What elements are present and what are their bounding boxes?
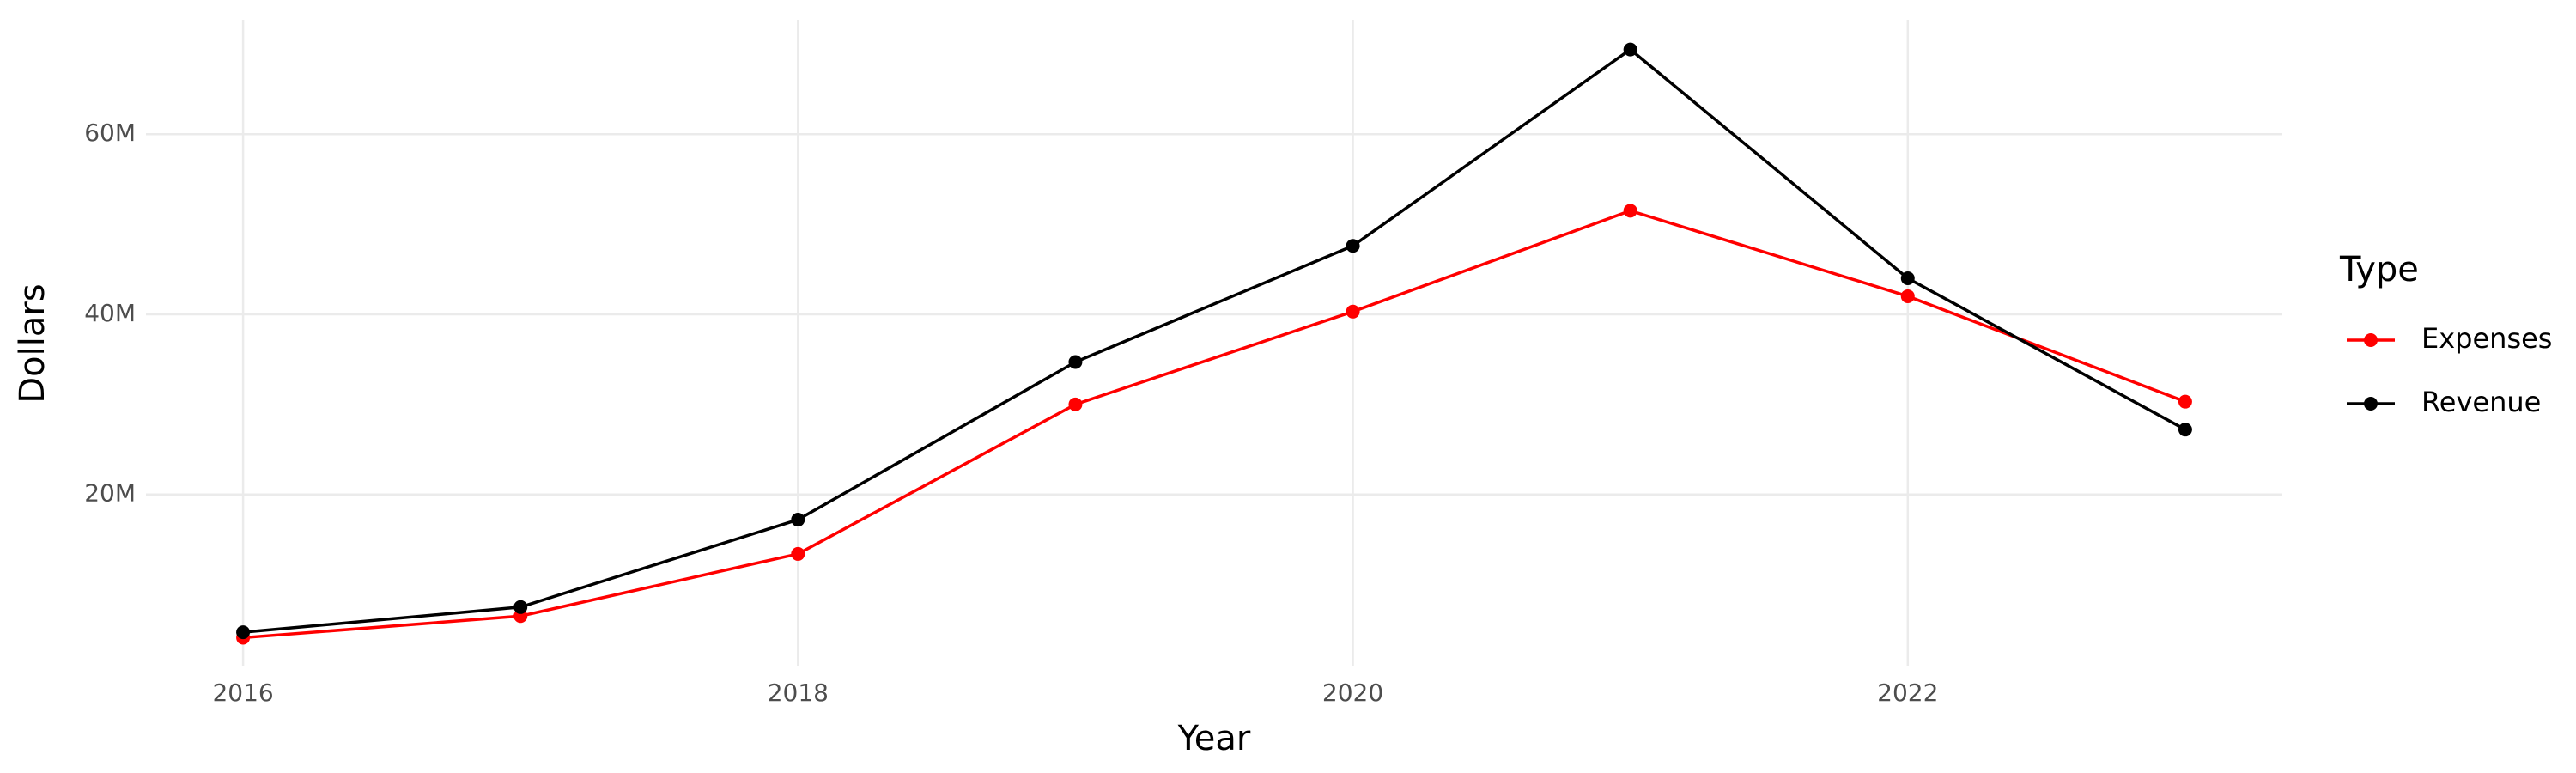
legend-key-point [2364,397,2378,411]
legend-label: Expenses [2421,322,2552,355]
y-tick-label: 20M [84,479,136,508]
data-point [1900,271,1915,285]
data-point [1623,42,1637,57]
data-point [1623,204,1637,218]
x-tick-label: 2018 [768,679,829,707]
data-point [1900,289,1915,303]
legend-key-point [2364,333,2378,347]
data-point [1068,355,1083,369]
x-tick-label: 2016 [212,679,273,707]
y-tick-label: 60M [84,119,136,147]
data-point [1346,239,1360,253]
data-point [791,513,805,527]
data-point [1346,304,1360,319]
y-tick-label: 40M [84,299,136,327]
data-point [236,625,251,640]
series-line [242,47,2186,634]
x-tick-label: 2020 [1322,679,1383,707]
x-tick-label: 2022 [1877,679,1938,707]
data-point [513,600,528,614]
series-line [242,209,2186,640]
data-point [2178,394,2192,409]
data-point [1068,397,1083,411]
legend-title: Type [2339,250,2419,289]
data-point [2178,423,2192,437]
legend-label: Revenue [2421,386,2541,418]
y-axis-title: Dollars [13,283,52,403]
data-point [791,546,805,561]
x-axis-title: Year [1177,719,1251,758]
